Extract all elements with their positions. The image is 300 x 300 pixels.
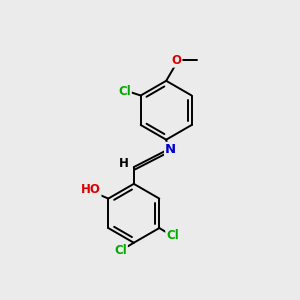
Text: HO: HO [81, 183, 100, 196]
Text: Cl: Cl [166, 229, 179, 242]
Text: O: O [172, 54, 182, 67]
Text: H: H [118, 157, 128, 170]
Text: Cl: Cl [114, 244, 127, 256]
Text: Cl: Cl [118, 85, 131, 98]
Text: N: N [165, 143, 176, 156]
